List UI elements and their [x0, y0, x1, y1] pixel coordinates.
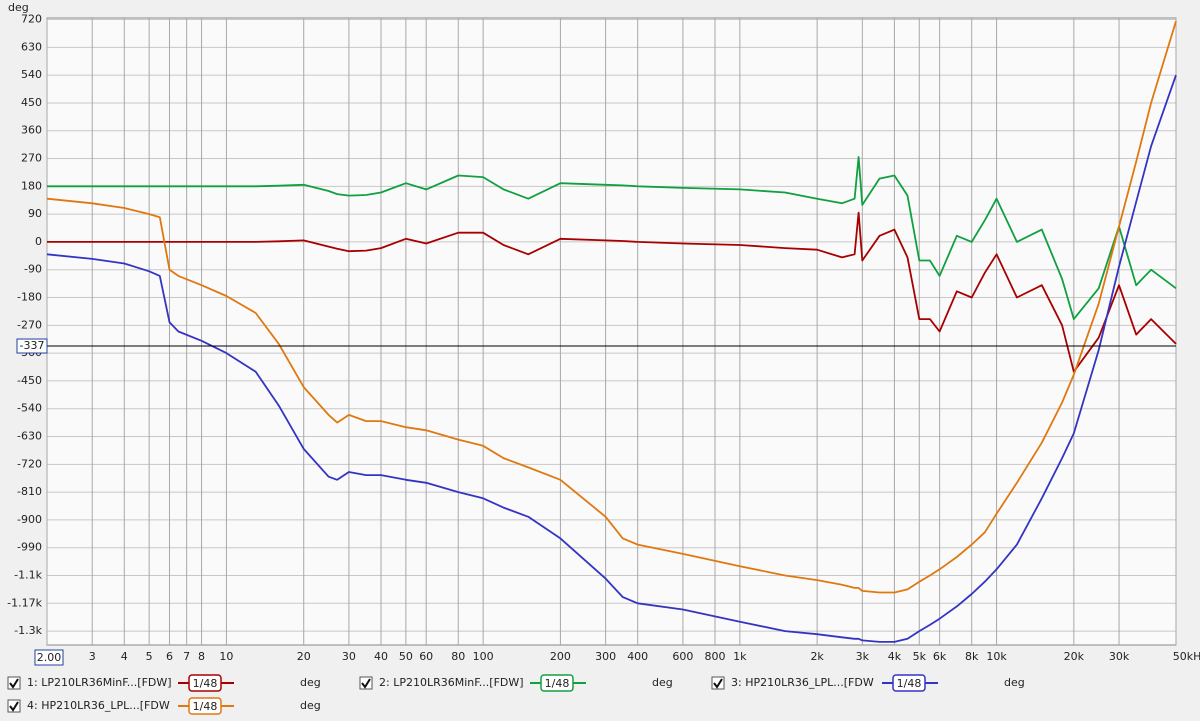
- x-tick-label: 8k: [965, 650, 979, 663]
- x-tick-label: 600: [672, 650, 693, 663]
- legend-check: [9, 701, 19, 712]
- legend-unit: deg: [1004, 676, 1025, 689]
- series-line: [46, 74, 1177, 643]
- x-cursor-box: [34, 649, 64, 666]
- x-tick-label: 6k: [933, 650, 947, 663]
- y-axis-label: deg: [8, 1, 29, 14]
- y-tick-label: -1.3k: [14, 624, 42, 637]
- y-cursor-label: -337: [20, 339, 45, 352]
- x-tick-label: 7: [183, 650, 190, 663]
- legend-smoothing: 1/48: [193, 677, 218, 690]
- y-tick-label: 180: [21, 179, 42, 192]
- y-tick-label: 360: [21, 124, 42, 137]
- y-tick-label: 540: [21, 68, 42, 81]
- y-tick-label: -1.1k: [14, 569, 42, 582]
- y-tick-label: 630: [21, 40, 42, 53]
- legend-entry[interactable]: 2: LP210LR36MinF...[FDW] 1/48 deg: [359, 674, 673, 692]
- y-tick-label: -720: [17, 457, 42, 470]
- x-tick-label: 30: [342, 650, 356, 663]
- legend-smoothing: 1/48: [193, 700, 218, 713]
- y-tick-label: 270: [21, 152, 42, 165]
- legend-check: [361, 678, 371, 689]
- x-tick-label: 5: [146, 650, 153, 663]
- legend-smoothing-box: [892, 674, 926, 692]
- legend-label: 4: HP210LR36_LPL...[FDW: [27, 699, 170, 712]
- legend-entry[interactable]: 1: LP210LR36MinF...[FDW] 1/48 deg: [7, 674, 321, 692]
- series-line: [47, 156, 1177, 320]
- legend-label: 2: LP210LR36MinF...[FDW]: [379, 676, 524, 689]
- y-tick-label: -1.17k: [7, 596, 42, 609]
- y-tick-label: 0: [35, 235, 42, 248]
- legend-unit: deg: [652, 676, 673, 689]
- plot-area: [46, 17, 1177, 646]
- x-tick-label: 40: [374, 650, 388, 663]
- x-tick-label: 3k: [856, 650, 870, 663]
- x-tick-label: 3: [89, 650, 96, 663]
- series-line: [46, 20, 1177, 594]
- y-tick-label: -990: [17, 541, 42, 554]
- legend-smoothing-box: [188, 674, 222, 692]
- series-line: [47, 211, 1177, 373]
- legend-entry[interactable]: 4: HP210LR36_LPL...[FDW 1/48 deg: [7, 697, 321, 715]
- legend-smoothing-box: [540, 674, 574, 692]
- legend-label: 1: LP210LR36MinF...[FDW]: [27, 676, 172, 689]
- x-tick-label: 400: [627, 650, 648, 663]
- y-tick-label: -180: [17, 291, 42, 304]
- y-tick-label: -270: [17, 318, 42, 331]
- x-tick-label: 10k: [986, 650, 1007, 663]
- x-tick-label: 4k: [888, 650, 902, 663]
- y-tick-label: -450: [17, 374, 42, 387]
- x-tick-label: 300: [595, 650, 616, 663]
- x-tick-label: 8: [198, 650, 205, 663]
- x-tick-label: 50: [399, 650, 413, 663]
- legend-label: 3: HP210LR36_LPL...[FDW: [731, 676, 874, 689]
- y-tick-label: 450: [21, 96, 42, 109]
- legend-entry[interactable]: 3: HP210LR36_LPL...[FDW 1/48 deg: [711, 674, 1025, 692]
- x-tick-label: 2.00: [37, 651, 62, 664]
- x-tick-label: 100: [473, 650, 494, 663]
- x-tick-label: 10: [219, 650, 233, 663]
- x-tick-label: 20: [297, 650, 311, 663]
- y-tick-label: -900: [17, 513, 42, 526]
- y-tick-label: 90: [28, 207, 42, 220]
- legend-check: [9, 678, 19, 689]
- x-tick-label: 50kHz: [1173, 650, 1200, 663]
- legend-check: [713, 678, 723, 689]
- legend-unit: deg: [300, 699, 321, 712]
- y-cursor-box: [16, 338, 48, 354]
- y-tick-label: -630: [17, 430, 42, 443]
- x-tick-label: 200: [550, 650, 571, 663]
- x-tick-label: 6: [166, 650, 173, 663]
- x-tick-label: 60: [419, 650, 433, 663]
- x-tick-label: 20k: [1064, 650, 1085, 663]
- x-tick-label: 2k: [810, 650, 824, 663]
- x-tick-label: 1k: [733, 650, 747, 663]
- x-tick-label: 5k: [913, 650, 927, 663]
- y-tick-label: 720: [21, 13, 42, 26]
- legend-smoothing: 1/48: [545, 677, 570, 690]
- x-tick-label: 30k: [1109, 650, 1130, 663]
- x-tick-label: 4: [121, 650, 128, 663]
- x-tick-label: 800: [704, 650, 725, 663]
- x-tick-label: 80: [451, 650, 465, 663]
- y-tick-label: -540: [17, 402, 42, 415]
- legend-smoothing: 1/48: [897, 677, 922, 690]
- legend-smoothing-box: [188, 697, 222, 715]
- y-tick-label: -810: [17, 485, 42, 498]
- y-tick-label: -90: [24, 263, 42, 276]
- legend-unit: deg: [300, 676, 321, 689]
